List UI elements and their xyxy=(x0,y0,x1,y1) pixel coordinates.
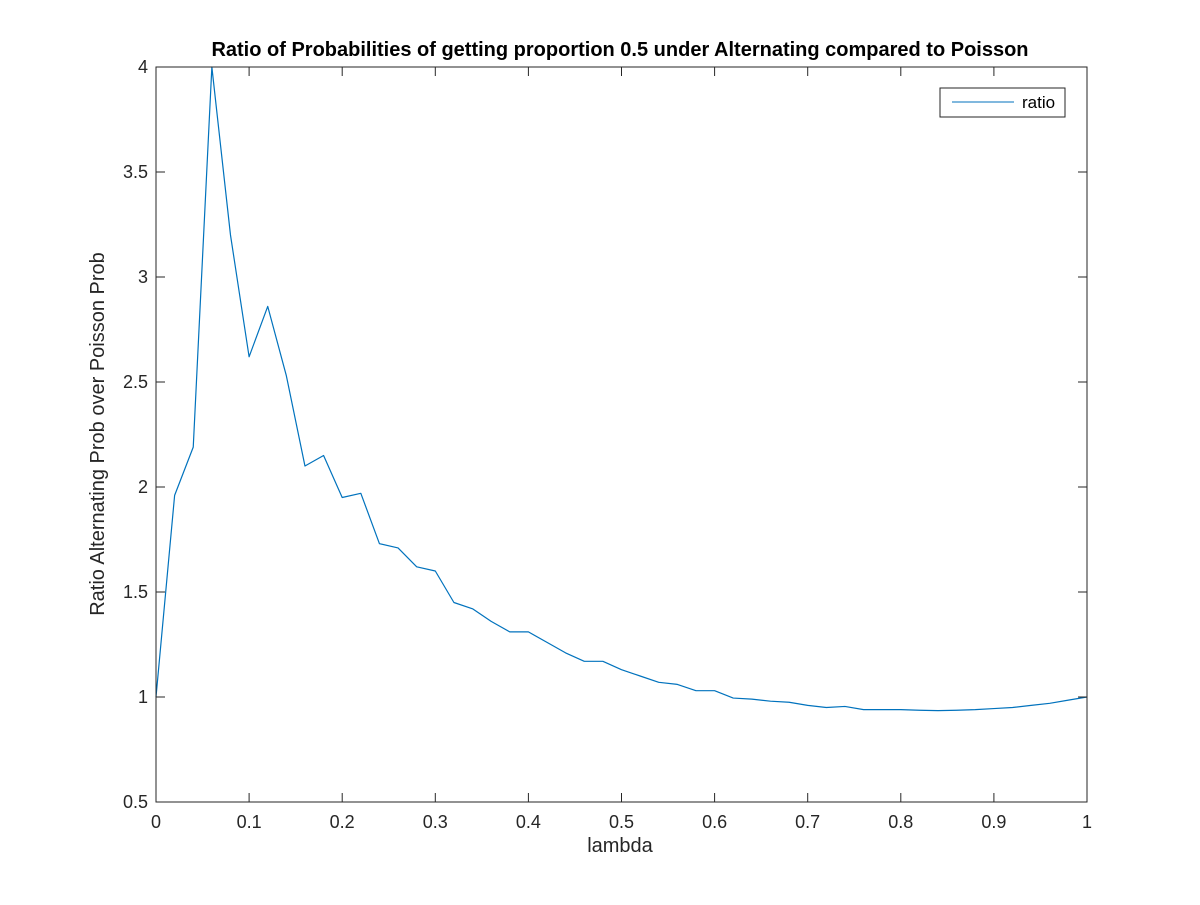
legend: ratio xyxy=(939,87,1066,118)
series-layer xyxy=(155,66,1088,712)
x-tick-label: 0.4 xyxy=(516,812,541,832)
x-tick-label: 0.5 xyxy=(609,812,634,832)
x-tick-label: 0.3 xyxy=(423,812,448,832)
y-tick-label: 3.5 xyxy=(123,162,148,182)
y-tick-label: 2.5 xyxy=(123,372,148,392)
y-tick-label: 0.5 xyxy=(123,792,148,812)
y-tick-label: 1.5 xyxy=(123,582,148,602)
x-axis-label: lambda xyxy=(587,835,653,857)
chart-title: Ratio of Probabilities of getting propor… xyxy=(211,39,1028,61)
series-line-ratio xyxy=(155,66,1088,712)
x-tick-label: 0.2 xyxy=(330,812,355,832)
y-tick-label: 4 xyxy=(138,57,148,77)
x-tick-label: 0.9 xyxy=(981,812,1006,832)
x-tick-label: 0.1 xyxy=(237,812,262,832)
y-tick-label: 1 xyxy=(138,687,148,707)
x-tick-label: 1 xyxy=(1082,812,1092,832)
ticks-layer: 0 0.1 0.2 0.3 0.4 0.5 0.6 0.7 0.8 0.9 1 0.5 1 1.5 2 2.5… xyxy=(123,57,1092,832)
plot-background xyxy=(156,67,1087,802)
x-tick-label: 0.8 xyxy=(888,812,913,832)
x-tick-label: 0.6 xyxy=(702,812,727,832)
legend-label-ratio: ratio xyxy=(1022,93,1055,112)
y-tick-label: 3 xyxy=(138,267,148,287)
x-tick-label: 0.7 xyxy=(795,812,820,832)
y-tick-label: 2 xyxy=(138,477,148,497)
x-tick-label: 0 xyxy=(151,812,161,832)
y-axis-label: Ratio Alternating Prob over Poisson Prob xyxy=(87,252,109,616)
